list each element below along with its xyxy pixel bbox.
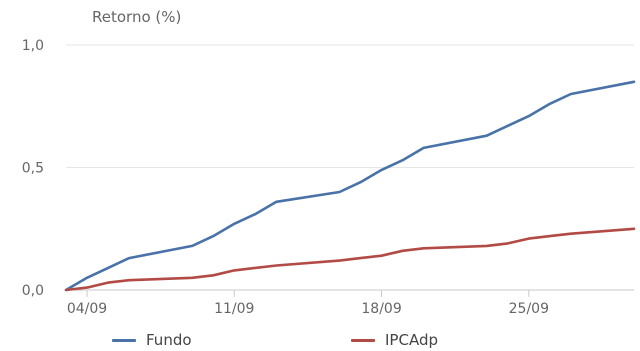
x-tick-label: 11/09 [214, 301, 254, 317]
legend-label-fundo: Fundo [146, 331, 192, 349]
legend-item-fundo[interactable]: Fundo [112, 331, 192, 349]
series-line-fundo [64, 80, 636, 292]
y-axis-label: Retorno (%) [92, 8, 182, 26]
legend: Fundo IPCAdp [0, 331, 640, 351]
legend-item-ipcadp[interactable]: IPCAdp [351, 331, 438, 349]
legend-label-ipcadp: IPCAdp [385, 331, 438, 349]
x-tick-label: 04/09 [67, 301, 107, 317]
series-line-ipcadp [64, 227, 636, 292]
y-tick-label: 0,5 [22, 161, 44, 177]
x-tick-label: 25/09 [509, 301, 549, 317]
x-tick-label: 18/09 [361, 301, 401, 317]
y-tick-label: 0,0 [22, 283, 44, 299]
y-tick-label: 1,0 [22, 38, 44, 54]
legend-swatch-fundo [112, 338, 136, 342]
legend-swatch-ipcadp [351, 338, 375, 342]
